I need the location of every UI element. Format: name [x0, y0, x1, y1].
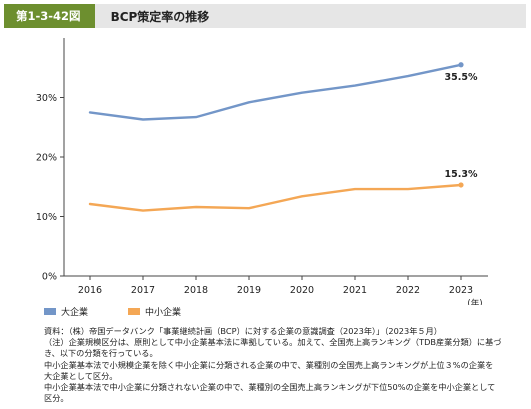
- y-tick-label: 20%: [36, 153, 57, 164]
- x-tick-label: 2022: [396, 285, 420, 296]
- x-tick-label: 2017: [131, 285, 155, 296]
- chart-axes: 0% 10% 20% 30% 2016 2017 2018 2019 2020 2021 2022 2…: [36, 38, 488, 305]
- figure-title: BCP策定率の推移: [110, 9, 210, 24]
- data-label-0: 35.5%: [445, 72, 478, 83]
- legend-label-large: 大企業: [61, 308, 89, 318]
- note-line: （注）企業規模区分は、原則として中小企業基本法に準拠している。加えて、全国売上高…: [44, 337, 502, 348]
- figure-header: 第1-3-42図 BCP策定率の推移: [4, 4, 526, 28]
- note-line: 大企業として区分。: [44, 370, 118, 381]
- series-line-1: [88, 183, 463, 212]
- legend-swatch-large: [44, 308, 56, 315]
- series-line-0: [88, 63, 463, 121]
- data-point-0: [458, 62, 464, 68]
- note-line: 中小企業基本法で中小企業に分類されない企業の中で、業種別の全国売上高ランキングが…: [44, 382, 496, 393]
- chart-labels: 35.5% 15.3%: [445, 72, 478, 180]
- x-tick-label: 2019: [237, 285, 261, 296]
- chart-legend: 大企業 中小企業: [44, 305, 221, 318]
- x-tick-label: 2016: [78, 285, 102, 296]
- x-tick-label: 2018: [184, 285, 208, 296]
- data-point-1: [458, 182, 464, 188]
- x-tick-label: 2021: [343, 285, 367, 296]
- y-tick-label: 10%: [36, 212, 57, 223]
- data-label-1: 15.3%: [445, 169, 478, 180]
- x-tick-label: 2023: [449, 285, 473, 296]
- legend-item-sme: 中小企業: [128, 305, 181, 318]
- legend-swatch-sme: [128, 308, 141, 315]
- x-axis-unit: (年): [467, 298, 482, 305]
- line-chart: 0% 10% 20% 30% 2016 2017 2018 2019 2020 2021 2022 2…: [36, 38, 488, 305]
- source-notes: 資料：（株）帝国データバンク「事業継続計画（BCP）に対する企業の意識調査（20…: [44, 326, 524, 404]
- legend-label-sme: 中小企業: [145, 308, 182, 318]
- note-line: き、以下の分類を行っている。: [44, 348, 158, 359]
- x-tick-label: 2020: [290, 285, 314, 296]
- note-line: 中小企業基本法で小規模企業を除く中小企業に分類される企業の中で、業種別の全国売上…: [44, 359, 494, 370]
- note-line: 区分。: [44, 393, 69, 404]
- legend-item-large: 大企業: [44, 305, 88, 318]
- figure-label: 第1-3-42図: [4, 4, 95, 28]
- y-tick-label: 0%: [42, 272, 57, 283]
- y-tick-label: 30%: [36, 93, 57, 104]
- note-line: 資料：（株）帝国データバンク「事業継続計画（BCP）に対する企業の意識調査（20…: [44, 326, 442, 336]
- chart-series: [88, 62, 464, 212]
